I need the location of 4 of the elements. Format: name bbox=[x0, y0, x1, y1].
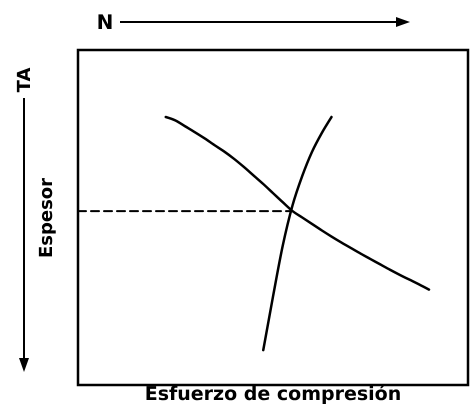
text: TA bbox=[14, 68, 35, 92]
y-axis-title: Espesor bbox=[36, 178, 57, 258]
x-axis-title: Esfuerzo de compresión bbox=[144, 383, 402, 405]
text: N bbox=[96, 10, 114, 34]
